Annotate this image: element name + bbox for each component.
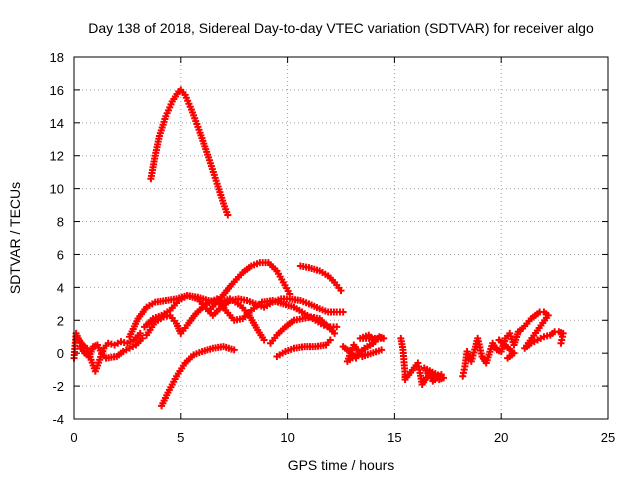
data-point [326,336,334,344]
chart-title: Day 138 of 2018, Sidereal Day-to-day VTE… [88,20,594,36]
y-tick-label: 16 [50,83,64,98]
x-tick-label: 10 [280,430,294,445]
data-point [224,211,232,219]
y-tick-label: 8 [57,215,64,230]
series-band-low [267,313,339,347]
x-tick-labels: 0 5 10 15 20 25 [70,430,615,445]
x-tick-label: 5 [177,430,184,445]
data-point [138,334,146,342]
series-night-cluster [397,334,448,388]
data-point [378,346,386,354]
series-early-cluster [70,329,146,375]
series-arc-peak16 [147,86,232,219]
y-tick-label: -2 [52,379,64,394]
data-point [437,371,445,379]
y-axis-label: SDTVAR / TECUs [7,182,23,294]
y-tick-label: 6 [57,247,64,262]
x-tick-label: 0 [70,430,77,445]
y-tick-label: -4 [52,412,64,427]
y-tick-label: 12 [50,149,64,164]
y-tick-label: 14 [50,116,64,131]
y-tick-labels: -4 -2 0 2 4 6 8 10 12 14 16 18 [50,50,64,427]
plot-frame [73,56,609,420]
y-tick-label: 18 [50,50,64,65]
axis-ticks [73,56,609,420]
data-point [333,323,341,331]
data-point [495,336,503,344]
data-point [136,329,144,337]
series-morning-cluster [459,308,567,380]
x-tick-label: 25 [601,430,615,445]
x-axis-label: GPS time / hours [288,457,395,473]
x-tick-label: 20 [494,430,508,445]
series-arc-rising-low [158,343,238,410]
grid [74,57,608,419]
y-tick-label: 2 [57,313,64,328]
series-arc-late5 [296,262,345,295]
data-points [70,86,567,410]
x-tick-label: 15 [387,430,401,445]
series-band-zero [273,336,334,360]
data-point [557,339,565,347]
data-point [339,308,347,316]
data-point [230,346,238,354]
y-tick-label: 0 [57,346,64,361]
data-point [260,336,268,344]
y-tick-label: 4 [57,280,64,295]
series-evening-cluster [339,331,388,365]
data-point [337,287,345,295]
y-tick-label: 10 [50,182,64,197]
data-point [331,329,339,337]
